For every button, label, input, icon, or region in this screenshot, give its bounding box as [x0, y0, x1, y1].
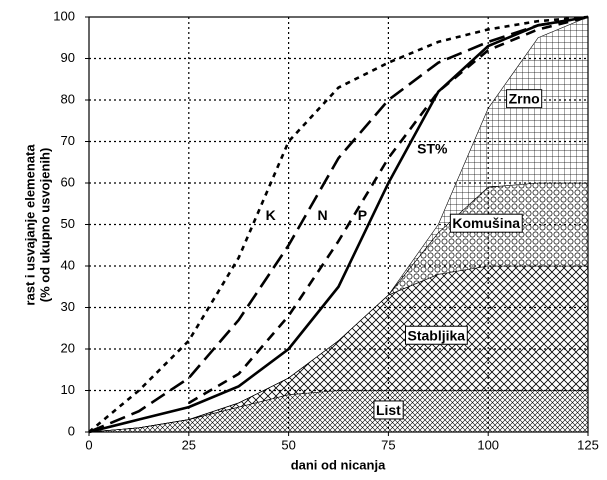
plot-frame [88, 16, 589, 433]
area-label: Komušina [452, 215, 520, 231]
y-tick-label: 70 [61, 133, 75, 148]
line-label: ST% [417, 141, 448, 157]
x-tick-label: 50 [281, 437, 295, 452]
area-label: Zrno [509, 91, 540, 107]
y-tick-label: 60 [61, 174, 75, 189]
line [88, 15, 589, 433]
y-tick-label: 20 [61, 340, 75, 355]
y-tick-label: 50 [61, 216, 75, 231]
area-label-box [449, 213, 523, 233]
area-label-box [373, 400, 404, 420]
y-tick-label: 90 [61, 50, 75, 65]
y-tick-label: 100 [53, 8, 75, 23]
x-tick-label: 100 [477, 437, 499, 452]
area-label-box [506, 89, 543, 109]
area-label: Stabljika [408, 327, 466, 343]
area-label-box [405, 325, 468, 345]
area-label: List [376, 402, 401, 418]
y-tick-label: 30 [61, 299, 75, 314]
stacked-area [88, 390, 589, 433]
y-axis-label: (% od ukupno usvojenih) [37, 148, 52, 303]
y-tick-label: 40 [61, 257, 75, 272]
x-tick-label: 125 [577, 437, 599, 452]
y-tick-label: 0 [68, 423, 75, 438]
x-tick-label: 0 [85, 437, 92, 452]
y-axis-label: rast i usvajanje elemenata [22, 144, 37, 306]
x-axis-label: dani od nicanja [291, 457, 386, 472]
x-tick-label: 25 [182, 437, 196, 452]
line-label: N [317, 207, 327, 223]
line [88, 15, 589, 434]
y-tick-label: 80 [61, 91, 75, 106]
line-label: P [358, 207, 367, 223]
x-tick-label: 75 [381, 437, 395, 452]
line [88, 15, 589, 434]
line-label: K [266, 207, 276, 223]
y-tick-label: 10 [61, 382, 75, 397]
